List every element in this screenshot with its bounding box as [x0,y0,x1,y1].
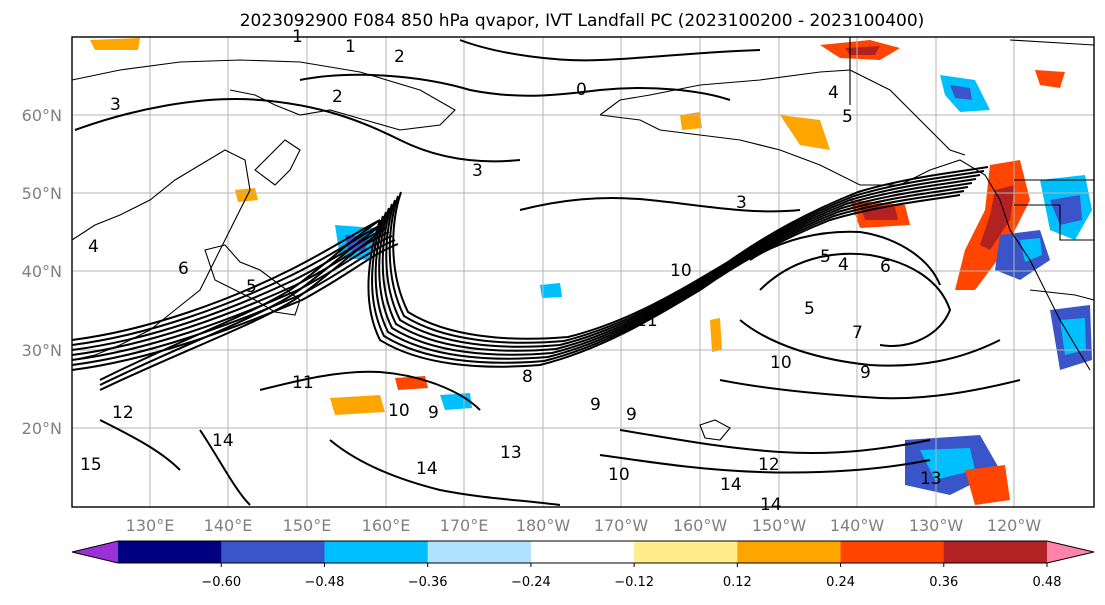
contour-label: 15 [80,455,102,475]
contour-label: 11 [292,373,314,393]
contour-label: 3 [472,161,483,181]
contour-label: 3 [736,193,747,213]
latitude-label: 40°N [22,262,62,281]
contour-label: 9 [428,403,439,423]
contour-label: 4 [88,237,99,257]
colorbar [71,540,1095,564]
colorbar-segment [324,541,429,563]
longitude-label: 160°E [362,516,411,535]
longitude-label: 160°W [673,516,728,535]
contour-lines [71,39,1021,506]
colorbar-extend-high [1047,541,1094,563]
colorbar-tick-label: −0.48 [305,575,345,590]
colorbar-ticks: −0.60 −0.48 −0.36 −0.24 −0.12 0.12 0.24 0.36 0.4… [201,563,1062,590]
longitude-labels: 130°E 140°E 150°E 160°E 170°E 180°W 170°W 160°W… [126,516,1042,535]
map-panel: 1 2 3 0 1 2 4 5 3 4 5 6 4 5 3 6 5 7 8 9 … [71,27,1095,515]
contour-label: 1 [345,37,356,57]
contour-label: 0 [576,80,587,100]
map-frame [71,36,1095,508]
colorbar-tick-label: −0.24 [511,575,551,590]
colorbar-tick-label: 0.36 [929,575,958,590]
contour-label: 9 [590,395,601,415]
colorbar-segment [530,541,635,563]
contour-label: 3 [110,95,121,115]
contour-label: 9 [860,363,871,383]
gridlines [72,37,1094,507]
contour-label: 10 [608,465,630,485]
contour-label: 12 [758,455,780,475]
latitude-label: 20°N [22,419,62,438]
latitude-label: 30°N [22,341,62,360]
colorbar-segment [427,541,532,563]
longitude-label: 150°E [283,516,332,535]
contour-label: 11 [636,311,658,331]
colorbar-tick-label: 0.24 [826,575,855,590]
contour-label: 14 [416,459,438,479]
colorbar-outline [71,540,1095,564]
colorbar-segment [221,541,325,563]
contour-label: 5 [246,277,257,297]
contour-label: 5 [820,247,831,267]
contour-label: 5 [842,107,853,127]
contour-label: 2 [394,47,405,67]
longitude-label: 130°E [126,516,175,535]
latitude-label: 50°N [22,184,62,203]
contour-label: 10 [388,401,410,421]
contour-label: 10 [770,353,792,373]
contour-label: 4 [838,255,849,275]
coastlines [71,37,1095,441]
colorbar-segment [118,541,222,563]
contour-label: 2 [332,87,343,107]
longitude-label: 170°W [594,516,649,535]
colorbar-tick-label: 0.12 [723,575,752,590]
longitude-label: 140°W [830,516,885,535]
contour-label: 14 [760,495,782,515]
longitude-label: 150°W [752,516,807,535]
contour-label: 14 [720,475,742,495]
colorbar-tick-label: −0.36 [408,575,448,590]
longitude-label: 120°W [987,516,1042,535]
colorbar-tick-label: −0.12 [614,575,654,590]
longitude-label: 170°E [440,516,489,535]
contour-label: 9 [626,405,637,425]
contour-label: 13 [500,443,522,463]
contour-label: 7 [852,323,863,343]
colorbar-segment [840,541,945,563]
contour-label: 4 [828,83,839,103]
longitude-label: 140°E [204,516,253,535]
colorbar-segment [737,541,842,563]
contour-label: 5 [804,299,815,319]
latitude-labels: 60°N 50°N 40°N 30°N 20°N [22,106,62,438]
colorbar-tick-label: 0.48 [1033,575,1062,590]
longitude-label: 130°W [909,516,964,535]
contour-label: 14 [212,431,234,451]
colorbar-extend-low [72,541,118,563]
contour-label: 6 [178,259,189,279]
contour-label: 10 [670,261,692,281]
contour-label: 8 [522,367,533,387]
figure-title: 2023092900 F084 850 hPa qvapor, IVT Land… [240,11,925,31]
colorbar-segment [943,541,1048,563]
contour-label: 6 [880,257,891,277]
contour-labels: 1 2 3 0 1 2 4 5 3 4 5 6 4 5 3 6 5 7 8 9 … [80,27,942,515]
colorbar-segment [634,541,738,563]
contour-label: 13 [920,469,942,489]
longitude-label: 180°W [516,516,571,535]
latitude-label: 60°N [22,106,62,125]
contour-label: 12 [112,403,134,423]
colorbar-tick-label: −0.60 [201,575,241,590]
